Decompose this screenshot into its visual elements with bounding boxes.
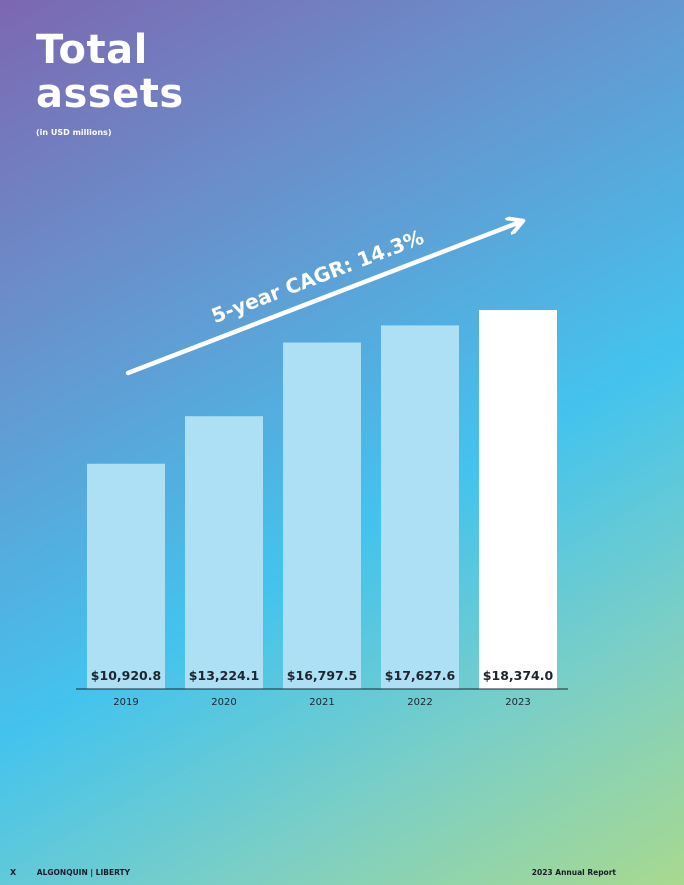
footer-left: X ALGONQUIN | LIBERTY [10, 868, 130, 877]
bar-value-label-2019: $10,920.8 [91, 668, 161, 683]
x-tick-label-2021: 2021 [309, 697, 334, 708]
x-tick-label-2019: 2019 [113, 697, 138, 708]
footer-report: 2023 Annual Report [531, 868, 616, 877]
cagr-arrow [125, 222, 520, 376]
bar-2023 [479, 310, 557, 689]
x-tick-label-2020: 2020 [211, 697, 236, 708]
cagr-annotation: 5-year CAGR: 14.3% [208, 225, 427, 328]
bar-value-label-2022: $17,627.6 [385, 668, 456, 683]
footer-brand: ALGONQUIN | LIBERTY [36, 868, 131, 877]
bar-2022 [381, 325, 459, 689]
bar-value-label-2023: $18,374.0 [483, 668, 554, 683]
x-tick-label-2022: 2022 [407, 697, 432, 708]
page-title: Total assets [36, 27, 184, 117]
bar-2021 [283, 342, 361, 689]
page-marker: X [10, 868, 17, 877]
page-subtitle: (in USD millions) [36, 128, 112, 137]
bar-2020 [185, 416, 263, 689]
bar-value-label-2021: $16,797.5 [287, 668, 357, 683]
x-tick-label-2023: 2023 [505, 697, 530, 708]
bar-value-label-2020: $13,224.1 [189, 668, 259, 683]
bar-2019 [87, 463, 165, 689]
